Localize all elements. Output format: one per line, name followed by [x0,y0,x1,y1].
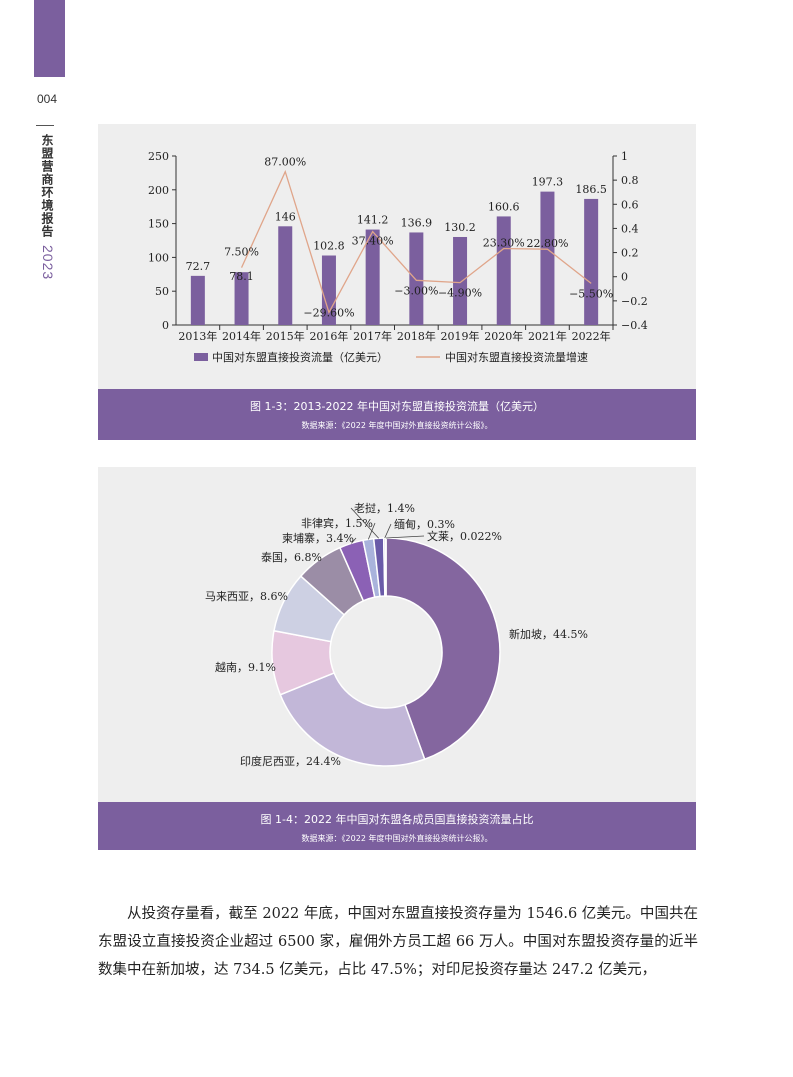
figure-1-4-caption: 图 1-4：2022 年中国对东盟各成员国直接投资流量占比 [260,813,534,826]
right-axis-tick-label: 1 [621,150,628,163]
figure-1-4-source: 数据来源：《2022 年度中国对外直接投资统计公报》。 [301,834,493,843]
bar-value-label: 136.9 [401,216,433,229]
slice-leader-line [367,522,376,540]
right-axis-tick-label: 0.2 [621,247,639,260]
slice-label: 越南，9.1% [215,660,276,674]
left-axis-tick-label: 250 [148,150,169,163]
slice-label: 印度尼西亚，24.4% [240,754,341,768]
bar-line-chart: 0 50 100 150 200 250 −0.4 −0.2 0 0.2 0.4 0.6 0.8 1 201… [148,150,648,364]
x-axis-tick-label: 2021年 [528,329,567,343]
x-axis-tick-label: 2019年 [441,329,480,343]
bar [409,232,424,325]
growth-value-label: −4.90% [438,287,482,300]
page-number: 004 [37,92,58,106]
growth-value-label: −3.00% [394,284,438,297]
left-axis-tick-label: 150 [148,218,169,231]
page-tab-marker [34,0,65,77]
left-axis-tick-label: 50 [155,285,169,298]
running-year: 2023 [40,245,56,281]
donut-slice [279,672,426,767]
x-axis-tick-label: 2018年 [397,329,436,343]
growth-value-label: 87.00% [264,156,306,169]
right-axis-tick-label: −0.2 [621,295,648,308]
slice-label: 新加坡，44.5% [509,627,588,641]
bar [278,226,293,325]
slice-leader-line [385,535,425,539]
figure-1-3-panel: 0 50 100 150 200 250 −0.4 −0.2 0 0.2 0.4 0.6 0.8 1 201… [98,124,696,389]
right-axis-tick-label: 0 [621,271,628,284]
right-axis-tick-label: −0.4 [621,319,648,332]
growth-value-label: −29.60% [303,306,354,319]
legend-line-label: 中国对东盟直接投资流量增速 [445,350,588,364]
left-axis-tick-label: 0 [162,319,169,332]
figure-1-3-caption-block: 图 1-3：2013-2022 年中国对东盟直接投资流量（亿美元） 数据来源：《… [98,389,696,440]
bar [584,198,599,325]
slice-label: 文莱，0.022% [427,529,502,543]
left-axis-tick-label: 200 [148,184,169,197]
slice-label: 非律宾，1.5% [301,516,373,530]
figure-1-4-panel: 新加坡，44.5% 印度尼西亚，24.4% 越南，9.1% 马来西亚，8.6% 泰国，6… [98,467,696,802]
growth-value-label: −5.50% [569,287,613,300]
x-axis-tick-label: 2014年 [222,329,261,343]
figure-1-4-caption-block: 图 1-4：2022 年中国对东盟各成员国直接投资流量占比 数据来源：《2022… [98,802,696,850]
body-paragraph: 从投资存量看，截至 2022 年底，中国对东盟直接投资存量为 1546.6 亿美… [98,906,698,978]
slice-leader-line [384,523,392,539]
bar-value-label: 197.3 [532,176,564,189]
slice-label: 老挝，1.4% [354,501,415,515]
donut-chart: 新加坡，44.5% 印度尼西亚，24.4% 越南，9.1% 马来西亚，8.6% 泰国，6… [205,501,588,768]
figure-1-3-source: 数据来源：《2022 年度中国对外直接投资统计公报》。 [301,421,493,430]
legend-bar-label: 中国对东盟直接投资流量（亿美元） [212,350,388,364]
x-axis-tick-label: 2020年 [484,329,523,343]
x-axis-tick-label: 2022年 [572,329,611,343]
growth-value-label: 22.80% [526,237,568,250]
figure-1-3-caption: 图 1-3：2013-2022 年中国对东盟直接投资流量（亿美元） [250,400,544,413]
bar [365,229,380,325]
right-axis-tick-label: 0.6 [621,198,639,211]
bar-value-label: 102.8 [313,240,345,253]
growth-line [240,169,592,315]
bar-value-label: 186.5 [575,183,607,196]
legend-bar-swatch [194,353,208,361]
right-axis-tick-label: 0.4 [621,222,639,235]
bar-value-label: 72.7 [186,260,211,273]
growth-value-label: 23.30% [483,237,525,250]
bar-value-label: 130.2 [444,221,476,234]
left-axis-tick-label: 100 [148,251,169,264]
side-divider [36,125,54,126]
slice-leader-line [350,507,379,539]
bar-value-label: 160.6 [488,200,520,213]
x-axis-tick-label: 2016年 [309,329,348,343]
bar [321,255,336,325]
bar [453,236,468,325]
slice-label: 马来西亚，8.6% [205,590,288,603]
growth-value-label: 37.40% [352,235,394,248]
bar [496,216,511,325]
slice-label: 缅甸，0.3% [394,517,455,531]
slice-leader-line [351,537,357,544]
bar [190,275,205,325]
right-axis-tick-label: 0.8 [621,174,639,187]
x-axis-tick-label: 2013年 [178,329,217,343]
slice-label: 泰国，6.8% [261,550,322,564]
slice-label: 柬埔寨，3.4% [282,531,354,545]
bar [540,191,555,325]
x-axis-tick-label: 2017年 [353,329,392,343]
x-axis-tick-label: 2015年 [266,329,305,343]
bar-value-label: 141.2 [357,214,389,227]
running-title: 东盟营商环境报告 [40,134,54,238]
bar-value-label: 146 [275,210,296,223]
donut-slice [385,537,501,761]
bar [234,272,249,325]
bar-value-label: 78.1 [229,270,254,283]
growth-value-label: 7.50% [224,246,259,259]
